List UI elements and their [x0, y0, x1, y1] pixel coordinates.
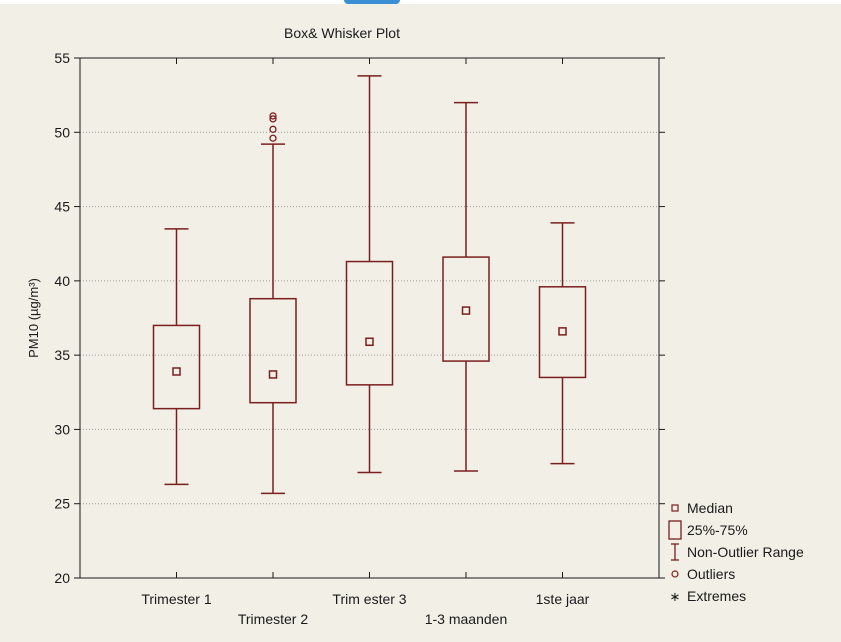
x-tick-label: Trimester 2	[238, 611, 308, 627]
median-marker	[558, 327, 567, 336]
y-axis-label: PM10 (µg/m³)	[26, 278, 41, 358]
legend-label: Non-Outlier Range	[687, 544, 804, 560]
legend-median-swatch	[671, 504, 679, 512]
iqr-box	[249, 297, 297, 404]
outlier-point	[269, 115, 277, 123]
median-marker	[268, 370, 278, 379]
box-5	[538, 222, 587, 465]
median-marker	[172, 367, 181, 376]
y-tick-label: 25	[54, 496, 70, 512]
box-3	[345, 75, 394, 474]
iqr-box	[152, 324, 201, 410]
legend-entry-circle: Outliers	[671, 566, 735, 582]
x-tick-label: Trim ester 3	[332, 591, 406, 607]
legend-label: Outliers	[687, 566, 735, 582]
legend-entry-asterisk: ∗ Extremes	[670, 588, 747, 604]
legend-box-swatch	[668, 520, 682, 540]
y-tick-label: 50	[54, 124, 70, 140]
outlier-point	[269, 125, 277, 133]
iqr-box	[538, 286, 587, 379]
top-accent-tab	[344, 0, 400, 4]
iqr-box	[442, 256, 490, 362]
x-axis: Trimester 1 Trimester 2 Trim ester 3 1-3 ma…	[141, 58, 590, 627]
y-tick-label: 30	[54, 421, 70, 437]
legend-entry-box: 25%-75%	[668, 520, 748, 540]
y-axis: 20 25 30 35 40 45 50 55	[54, 50, 665, 586]
iqr-box	[345, 260, 394, 386]
median-marker	[461, 306, 471, 315]
box-1	[152, 228, 201, 486]
boxes-layer	[152, 75, 587, 495]
box-2	[249, 112, 297, 495]
x-tick-label: Trimester 1	[141, 591, 211, 607]
y-tick-label: 55	[54, 50, 70, 66]
legend: Median 25%-75% Non-Outlier Range Outliers ∗ E…	[668, 500, 804, 604]
box-4	[442, 101, 490, 472]
median-marker	[365, 337, 374, 347]
plot-frame	[79, 57, 660, 579]
y-tick-label: 20	[54, 570, 70, 586]
legend-entry-whisker: Non-Outlier Range	[671, 543, 804, 561]
legend-outlier-swatch	[671, 570, 679, 578]
outlier-point	[269, 134, 277, 142]
y-tick-label: 40	[54, 273, 70, 289]
legend-extreme-swatch: ∗	[670, 589, 681, 604]
y-tick-label: 45	[54, 199, 70, 215]
legend-label: Extremes	[687, 588, 746, 604]
legend-entry-median-square: Median	[671, 500, 733, 516]
x-tick-label: 1-3 maanden	[425, 611, 508, 627]
y-tick-label: 35	[54, 347, 70, 363]
legend-label: Median	[687, 500, 733, 516]
legend-label: 25%-75%	[687, 522, 748, 538]
top-strip	[0, 0, 841, 4]
outlier-point	[269, 112, 277, 120]
x-tick-label: 1ste jaar	[536, 591, 590, 607]
chart-title: Box& Whisker Plot	[284, 25, 400, 41]
